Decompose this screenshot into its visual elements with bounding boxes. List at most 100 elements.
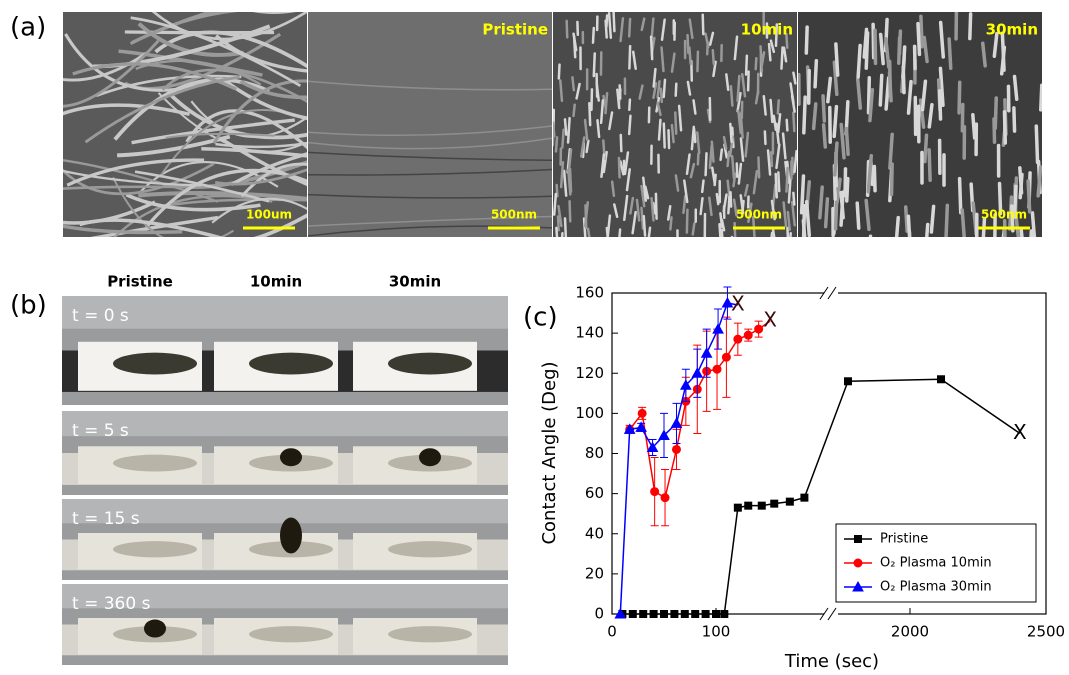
nanostructure (771, 152, 772, 166)
nanostructure (786, 168, 787, 192)
nanostructure (1041, 85, 1042, 110)
nanostructure (931, 206, 933, 232)
nanostructure (746, 56, 747, 75)
y-tick-label: 0 (594, 605, 604, 623)
scale-bar-label: 100um (246, 208, 292, 222)
data-point (629, 611, 636, 618)
nanostructure (659, 120, 660, 140)
data-point (650, 611, 657, 618)
nanostructure (910, 232, 911, 265)
nanostructure (652, 19, 654, 38)
nanostructure (730, 237, 732, 262)
nanostructure (1036, 126, 1037, 162)
sem-image (553, 12, 797, 262)
nanostructure (670, 217, 671, 229)
series-line (620, 303, 738, 614)
nanostructure (574, 105, 575, 116)
nanostructure (570, 201, 571, 221)
image-caption: Pristine (482, 21, 548, 39)
nanostructure (629, 100, 630, 110)
nanostructure (758, 158, 759, 178)
scale-bar-label: 500nm (981, 208, 1027, 222)
nanostructure (688, 35, 689, 53)
end-marker: X (731, 292, 745, 316)
nanostructure (929, 150, 930, 180)
y-tick-label: 120 (575, 364, 604, 382)
nanostructure (908, 216, 910, 247)
nanostructure (560, 80, 562, 100)
contact-angle-chart: Time (sec) Contact Angle (Deg) 020406080… (539, 284, 1065, 673)
nanostructure (675, 113, 676, 134)
y-tick-label: 60 (585, 484, 604, 502)
powder (113, 353, 197, 375)
nanostructure (728, 197, 729, 213)
nanostructure (614, 12, 615, 31)
data-point (844, 378, 851, 385)
nanostructure (601, 100, 603, 122)
powder (113, 455, 197, 472)
nanostructure (793, 113, 794, 131)
image-bg (308, 12, 552, 237)
nanostructure (903, 47, 905, 77)
nanostructure (609, 13, 611, 37)
nanostructure (960, 179, 961, 213)
nanostructure (629, 46, 630, 68)
nanostructure (828, 78, 830, 101)
data-point (745, 502, 752, 509)
nanostructure (1032, 213, 1034, 243)
nanostructure (713, 50, 714, 64)
nanostructure (970, 14, 971, 39)
column-header: Pristine (107, 273, 173, 291)
data-point (734, 504, 741, 511)
nanostructure (1028, 181, 1030, 212)
legend-label: O₂ Plasma 10min (880, 556, 992, 571)
data-point (771, 500, 778, 507)
nanostructure (823, 96, 824, 121)
legend-marker (854, 559, 862, 567)
nanostructure (593, 28, 594, 43)
nanostructure (689, 48, 690, 64)
nanostructure (676, 84, 677, 96)
data-point (786, 498, 793, 505)
nanostructure (804, 97, 805, 133)
nanostructure (820, 187, 822, 218)
nanostructure (594, 53, 595, 76)
nanostructure (712, 142, 714, 162)
nanostructure (597, 120, 599, 137)
nanostructure (606, 16, 607, 27)
powder (249, 353, 333, 375)
nanostructure (946, 205, 947, 237)
scale-bar-label: 500nm (736, 208, 782, 222)
nanostructure (654, 69, 656, 86)
nanostructure (651, 37, 652, 59)
nanostructure (787, 228, 788, 251)
column-header: 10min (250, 273, 302, 291)
nanostructure (846, 129, 848, 155)
nanostructure (620, 85, 621, 98)
nanostructure (572, 77, 573, 90)
nanostructure (874, 167, 875, 191)
nanostructure (806, 27, 807, 53)
panel-label: (b) (10, 291, 47, 321)
nanostructure (629, 19, 630, 36)
droplet (280, 517, 302, 553)
data-point (938, 376, 945, 383)
nanostructure (728, 152, 729, 166)
nanostructure (702, 181, 703, 192)
droplet (280, 448, 302, 466)
nanostructure (730, 124, 731, 142)
nanostructure (554, 194, 556, 215)
nanostructure (925, 135, 927, 161)
nanostructure (619, 158, 620, 177)
nanostructure (787, 120, 788, 131)
image-caption: 30min (986, 21, 1038, 39)
data-point (702, 348, 712, 357)
nanostructure (841, 193, 843, 218)
y-tick-label: 160 (575, 284, 604, 302)
x-tick-label: 0 (607, 623, 617, 641)
nanostructure (672, 125, 674, 142)
data-point (672, 445, 680, 453)
data-point (681, 611, 688, 618)
nanostructure (890, 73, 892, 101)
nanostructure (983, 219, 984, 244)
